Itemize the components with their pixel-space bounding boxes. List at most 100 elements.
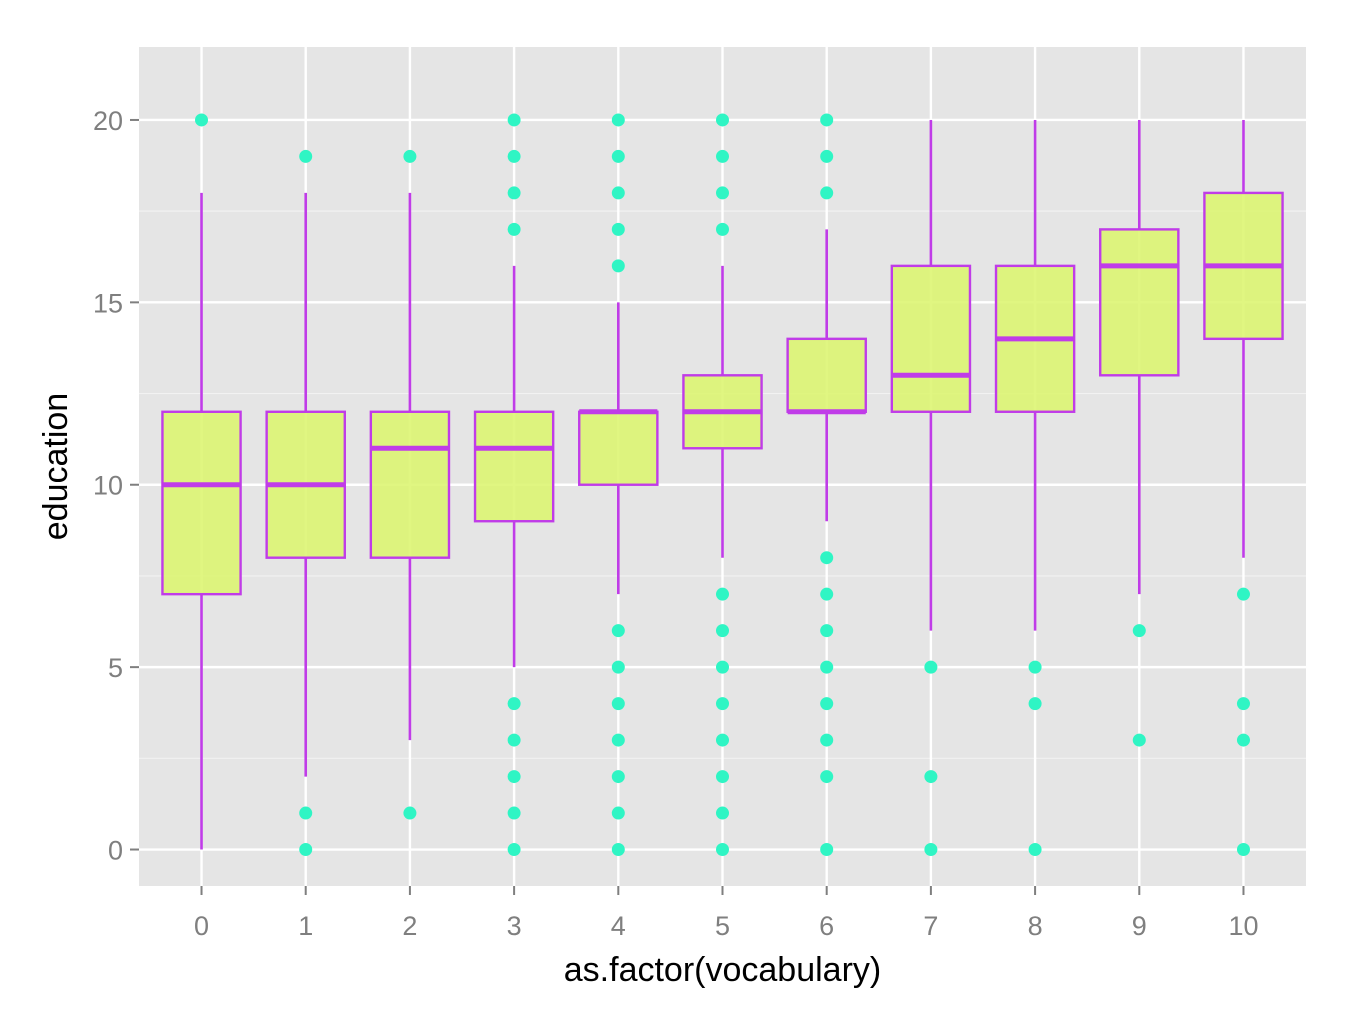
- y-tick-label: 5: [108, 653, 123, 683]
- box-iqr: [578, 410, 659, 486]
- box-iqr: [473, 410, 555, 523]
- outlier-point: [611, 697, 625, 711]
- outlier-point: [299, 843, 313, 857]
- outlier-point: [507, 222, 521, 236]
- x-tick-label: 8: [1028, 911, 1043, 941]
- outlier-point: [1132, 733, 1146, 747]
- box-5: [682, 265, 763, 558]
- outlier-point: [611, 733, 625, 747]
- box-1: [265, 192, 346, 777]
- outlier-point: [716, 806, 729, 820]
- box-iqr: [369, 410, 451, 559]
- outlier-point: [403, 149, 417, 163]
- outlier-point: [1236, 587, 1250, 601]
- x-tick-label: 9: [1132, 911, 1147, 941]
- outlier-point: [611, 259, 625, 273]
- box-8: [994, 119, 1076, 631]
- x-tick-label: 0: [194, 911, 209, 941]
- outlier-point: [507, 733, 521, 747]
- outlier-point: [1028, 697, 1042, 711]
- outlier-point: [820, 113, 834, 127]
- box-10: [1203, 119, 1284, 558]
- outlier-point: [611, 624, 625, 638]
- x-axis: 0 1 2 3 4 5 6 7 8 9 10: [194, 886, 1259, 941]
- outlier-point: [1028, 843, 1042, 857]
- box-9: [1099, 119, 1180, 595]
- outlier-point: [924, 843, 938, 857]
- outlier-point: [1236, 843, 1250, 857]
- outlier-point: [611, 806, 625, 820]
- outlier-point: [820, 770, 834, 784]
- x-tick-label: 7: [923, 911, 938, 941]
- outlier-point: [403, 806, 417, 820]
- outlier-point: [507, 186, 521, 200]
- outlier-point: [924, 660, 938, 674]
- outlier-point: [716, 587, 729, 601]
- outlier-point: [716, 624, 729, 638]
- outlier-point: [195, 113, 209, 127]
- box-7: [890, 119, 972, 631]
- y-axis-title: education: [37, 393, 75, 540]
- y-tick-label: 0: [108, 836, 123, 866]
- outlier-points: [195, 113, 1250, 857]
- outlier-point: [820, 149, 834, 163]
- x-tick-label: 3: [507, 911, 522, 941]
- outlier-point: [611, 186, 625, 200]
- outlier-point: [299, 806, 313, 820]
- box-2: [369, 192, 451, 741]
- outlier-point: [820, 624, 834, 638]
- outlier-point: [716, 660, 729, 674]
- outlier-point: [820, 843, 834, 857]
- outlier-point: [820, 587, 834, 601]
- box-6: [786, 229, 867, 522]
- y-tick-label: 15: [93, 288, 123, 318]
- outlier-point: [820, 733, 834, 747]
- outlier-point: [611, 843, 625, 857]
- box-0: [161, 192, 242, 850]
- outlier-point: [924, 770, 938, 784]
- outlier-point: [507, 113, 521, 127]
- x-axis-title: as.factor(vocabulary): [564, 951, 881, 989]
- outlier-point: [1236, 733, 1250, 747]
- outlier-point: [507, 697, 521, 711]
- box-4: [578, 302, 659, 595]
- x-tick-label: 6: [819, 911, 834, 941]
- x-tick-label: 5: [715, 911, 730, 941]
- y-axis: 0 5 10 15 20: [93, 106, 139, 866]
- y-tick-label: 10: [93, 471, 123, 501]
- outlier-point: [716, 149, 729, 163]
- x-tick-label: 4: [611, 911, 626, 941]
- y-tick-label: 20: [93, 106, 123, 136]
- outlier-point: [1028, 660, 1042, 674]
- x-tick-label: 2: [402, 911, 417, 941]
- x-tick-label: 10: [1228, 911, 1258, 941]
- outlier-point: [611, 660, 625, 674]
- outlier-point: [716, 770, 729, 784]
- outlier-point: [716, 843, 729, 857]
- box-iqr: [1099, 228, 1180, 377]
- outlier-point: [507, 770, 521, 784]
- outlier-point: [716, 733, 729, 747]
- outlier-point: [716, 186, 729, 200]
- outlier-point: [507, 843, 521, 857]
- outlier-point: [611, 770, 625, 784]
- x-tick-label: 1: [298, 911, 313, 941]
- outlier-point: [716, 113, 729, 127]
- outlier-point: [716, 222, 729, 236]
- outlier-point: [611, 222, 625, 236]
- box-iqr: [161, 410, 242, 596]
- outlier-point: [507, 806, 521, 820]
- box-iqr: [890, 264, 972, 413]
- outlier-point: [716, 697, 729, 711]
- outlier-point: [611, 113, 625, 127]
- outlier-point: [820, 186, 834, 200]
- outlier-point: [1132, 624, 1146, 638]
- box-series: [161, 119, 1284, 850]
- box-iqr: [786, 337, 867, 413]
- outlier-point: [1236, 697, 1250, 711]
- outlier-point: [507, 149, 521, 163]
- box-3: [473, 265, 555, 668]
- outlier-point: [299, 149, 313, 163]
